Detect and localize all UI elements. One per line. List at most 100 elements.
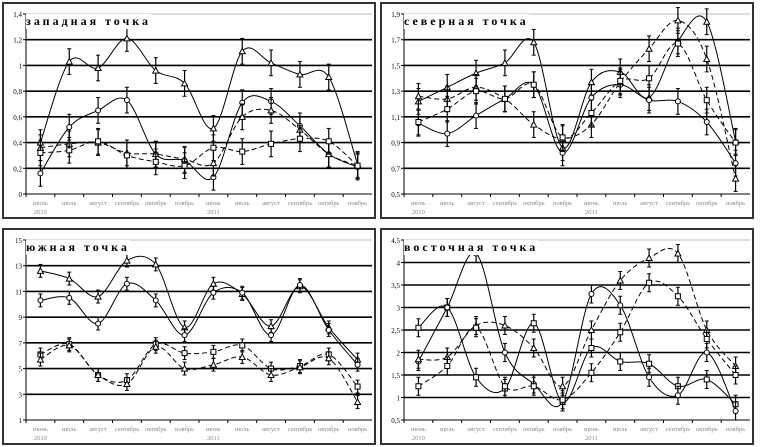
data-point xyxy=(473,324,480,331)
x-tick-label: 2011 xyxy=(207,435,220,442)
x-tick-label: 2010 xyxy=(412,435,425,442)
y-tick-label: 9 xyxy=(19,314,23,322)
data-point xyxy=(354,383,361,390)
chart-svg: 0 0,2 0,4 0,6 0,8 1 1,2 1,4 июнь 2010 июль август се… xyxy=(13,11,372,216)
y-tick-label: 0 xyxy=(19,191,23,199)
data-point xyxy=(530,320,537,327)
series-line xyxy=(40,255,358,360)
y-tick-label: 7 xyxy=(19,340,23,348)
data-point xyxy=(238,352,247,360)
series-line xyxy=(418,247,736,387)
series-line xyxy=(39,37,359,165)
y-tick-label: 0,8 xyxy=(13,88,22,96)
x-tick-label: июнь xyxy=(206,200,221,207)
data-point xyxy=(646,360,653,367)
y-tick-label: 15 xyxy=(15,237,23,245)
data-point xyxy=(529,343,538,351)
data-point xyxy=(123,97,130,104)
x-tick-label: август xyxy=(467,200,485,207)
y-tick-label: 1,5 xyxy=(391,372,400,380)
y-tick-label: 1,7 xyxy=(391,37,400,45)
y-tick-label: 0,4 xyxy=(13,140,22,148)
data-point xyxy=(123,379,131,387)
data-point xyxy=(95,320,102,327)
data-point xyxy=(559,396,566,403)
y-tick-label: 0,5 xyxy=(391,417,400,425)
data-point xyxy=(646,279,653,286)
data-point xyxy=(674,249,682,257)
x-tick-label: июль xyxy=(440,426,454,433)
y-tick-label: 11 xyxy=(15,288,22,296)
x-tick-label: ноябрь xyxy=(726,426,745,433)
x-tick-label: ноябрь xyxy=(553,200,572,207)
y-tick-label: 1,9 xyxy=(391,11,400,19)
x-tick-label: октябрь xyxy=(523,426,545,433)
data-point xyxy=(37,170,44,177)
x-tick-label: ноябрь xyxy=(348,426,367,433)
data-point xyxy=(65,274,74,282)
x-tick-label: июнь xyxy=(206,426,221,433)
data-point xyxy=(238,47,247,55)
data-point xyxy=(617,329,624,336)
data-point xyxy=(529,38,538,46)
data-point xyxy=(354,162,361,169)
data-point xyxy=(296,135,303,142)
x-tick-label: август xyxy=(640,200,658,207)
y-tick-label: 2,5 xyxy=(391,327,400,335)
x-tick-label: октябрь xyxy=(318,200,340,207)
x-tick-label: сентябрь xyxy=(666,426,691,433)
data-point xyxy=(238,112,247,120)
data-point xyxy=(616,276,625,284)
chart-svg: 0,5 1 1,5 2 2,5 3 3,5 4 4,5 июнь 2010 июль август сен… xyxy=(391,237,750,442)
y-tick-label: 1,3 xyxy=(391,88,400,96)
data-point xyxy=(444,130,451,137)
data-point xyxy=(645,253,653,261)
data-point xyxy=(209,279,218,287)
x-tick-label: 2011 xyxy=(207,209,220,216)
data-point xyxy=(588,94,595,101)
series-line xyxy=(418,43,736,143)
y-tick-label: 0,9 xyxy=(391,140,400,148)
x-tick-label: август xyxy=(262,200,280,207)
data-point xyxy=(181,162,188,169)
data-point xyxy=(296,70,304,78)
data-point xyxy=(324,354,333,362)
data-point xyxy=(646,374,653,381)
chart-title: северная точка xyxy=(404,14,529,29)
data-point xyxy=(181,350,188,357)
x-tick-label: 2010 xyxy=(34,435,47,442)
data-point xyxy=(415,324,422,331)
data-point xyxy=(444,363,451,369)
y-tick-label: 0,5 xyxy=(391,191,400,199)
data-point xyxy=(66,294,73,301)
series-line xyxy=(40,342,358,387)
x-tick-label: октябрь xyxy=(318,426,340,433)
x-tick-label: ноябрь xyxy=(348,200,367,207)
data-point xyxy=(36,266,45,274)
data-point xyxy=(587,325,596,333)
x-tick-label: сентябрь xyxy=(288,200,313,207)
data-point xyxy=(65,57,74,65)
data-point xyxy=(180,79,189,87)
data-point xyxy=(703,376,710,383)
chart-title: восточная точка xyxy=(404,240,539,255)
series-line xyxy=(418,280,736,401)
data-point xyxy=(239,342,246,349)
y-tick-label: 1,2 xyxy=(13,37,22,45)
data-point xyxy=(95,107,102,114)
y-tick-label: 3 xyxy=(397,305,401,313)
data-point xyxy=(152,297,159,304)
chart-east: восточная точка 0,5 1 1,5 2 2,5 3 3,5 4 4,5 июнь 2… xyxy=(380,228,754,445)
data-point xyxy=(36,355,45,363)
data-point xyxy=(529,120,538,128)
data-point xyxy=(444,304,451,311)
data-point xyxy=(180,364,189,372)
data-point xyxy=(414,355,423,363)
data-point xyxy=(530,383,537,390)
y-tick-label: 1,4 xyxy=(13,11,22,19)
data-point xyxy=(703,119,710,125)
data-point xyxy=(325,138,332,145)
x-tick-label: июль xyxy=(62,200,76,207)
x-tick-label: октябрь xyxy=(696,200,718,207)
data-point xyxy=(296,363,304,371)
